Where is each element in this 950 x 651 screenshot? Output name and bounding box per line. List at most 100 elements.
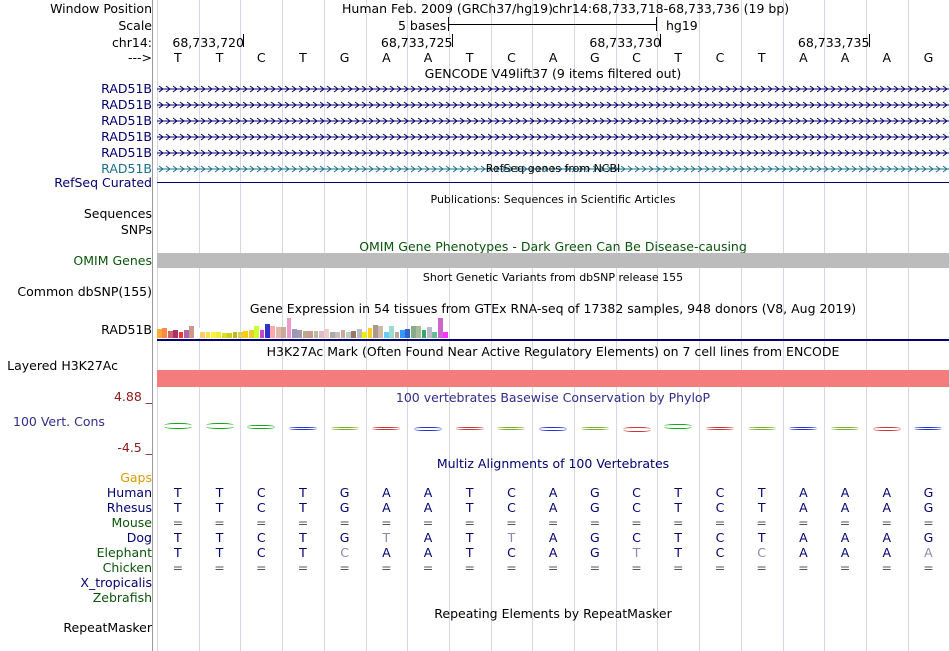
phylop-score-mark[interactable]: [539, 427, 568, 431]
gtex-tissue-bar[interactable]: [340, 330, 346, 338]
publications-title[interactable]: Publications: Sequences in Scientific Ar…: [430, 193, 676, 206]
gtex-tissue-bar[interactable]: [313, 331, 319, 338]
phylop-score-mark[interactable]: [580, 427, 609, 430]
gtex-tissue-bar[interactable]: [292, 329, 297, 338]
gtex-tissue-bar[interactable]: [167, 331, 173, 338]
gtex-tissue-bar[interactable]: [173, 330, 178, 338]
gencode-title[interactable]: GENCODE V49lift37 (9 items filtered out): [424, 66, 682, 81]
phylop-score-mark[interactable]: [330, 427, 359, 430]
gtex-tissue-bar[interactable]: [400, 330, 405, 338]
gtex-tissue-bar[interactable]: [394, 332, 400, 338]
phylop-score-mark[interactable]: [247, 425, 276, 429]
multiz-species-label[interactable]: Rhesus: [106, 500, 152, 515]
gtex-tissue-bar[interactable]: [248, 330, 254, 338]
multiz-species-label[interactable]: Mouse: [111, 515, 152, 530]
gtex-tissue-bar[interactable]: [243, 331, 249, 338]
gtex-tissue-bar[interactable]: [194, 328, 200, 338]
gtex-tissue-bar[interactable]: [362, 332, 367, 338]
gtex-tissue-bar[interactable]: [302, 331, 308, 338]
gtex-tissue-bar[interactable]: [329, 332, 335, 338]
phylop-score-mark[interactable]: [163, 423, 192, 429]
phylop-score-mark[interactable]: [622, 427, 651, 432]
gencode-gene-label[interactable]: RAD51B: [101, 81, 152, 96]
refseq-title[interactable]: RefSeq genes from NCBI: [485, 162, 621, 175]
phylop-score-mark[interactable]: [205, 423, 234, 429]
gencode-gene-label[interactable]: RAD51B: [101, 129, 152, 144]
repeatmasker-title[interactable]: Repeating Elements by RepeatMasker: [434, 606, 672, 621]
gtex-tissue-bar[interactable]: [437, 318, 443, 338]
multiz-species-label[interactable]: Zebrafish: [92, 590, 152, 605]
phylop-score-mark[interactable]: [372, 427, 401, 430]
gtex-tissue-bar[interactable]: [216, 332, 222, 338]
h3k27ac-label[interactable]: Layered H3K27Ac: [7, 358, 118, 373]
gencode-gene-label[interactable]: RAD51B: [101, 97, 152, 112]
phylop-score-mark[interactable]: [497, 427, 526, 430]
gtex-tissue-bar[interactable]: [275, 327, 281, 338]
gtex-tissue-bar[interactable]: [297, 330, 303, 338]
snps-label[interactable]: SNPs: [120, 222, 152, 237]
gencode-gene-label[interactable]: RAD51B: [101, 161, 152, 176]
multiz-species-label[interactable]: Elephant: [96, 545, 152, 560]
phylop-score-mark[interactable]: [914, 427, 943, 430]
phylop-score-mark[interactable]: [414, 427, 443, 431]
gtex-tissue-bar[interactable]: [346, 332, 351, 338]
gtex-tissue-bar[interactable]: [421, 330, 427, 338]
phylop-score-mark[interactable]: [664, 424, 693, 429]
gencode-gene-line[interactable]: [157, 131, 949, 143]
gencode-gene-label[interactable]: RAD51B: [101, 145, 152, 160]
gtex-title[interactable]: Gene Expression in 54 tissues from GTEx …: [249, 301, 857, 316]
gtex-tissue-bar[interactable]: [335, 332, 340, 338]
phylop-score-mark[interactable]: [789, 427, 818, 430]
gtex-tissue-bar[interactable]: [427, 327, 432, 338]
gencode-gene-line[interactable]: [157, 99, 949, 111]
refseq-gene-line[interactable]: [157, 182, 949, 183]
gtex-tissue-bar[interactable]: [367, 328, 373, 338]
gtex-label[interactable]: RAD51B: [101, 322, 152, 337]
phylop-score-mark[interactable]: [831, 427, 860, 430]
h3k27ac-signal[interactable]: [157, 370, 949, 387]
gencode-gene-line[interactable]: [157, 147, 949, 159]
gtex-tissue-bar[interactable]: [410, 326, 416, 338]
gtex-tissue-bar[interactable]: [259, 330, 265, 338]
gtex-tissue-bar[interactable]: [308, 331, 313, 338]
multiz-species-label[interactable]: X_tropicalis: [80, 575, 152, 590]
omim-bar[interactable]: [157, 253, 949, 268]
gencode-gene-label[interactable]: RAD51B: [101, 113, 152, 128]
gencode-gene-line[interactable]: [157, 83, 949, 95]
gtex-tissue-bar[interactable]: [319, 331, 324, 338]
omim-label[interactable]: OMIM Genes: [73, 253, 152, 268]
gtex-tissue-bar[interactable]: [162, 328, 168, 338]
gtex-tissue-bar[interactable]: [178, 332, 184, 338]
gtex-tissue-bar[interactable]: [373, 325, 378, 338]
phylop-score-mark[interactable]: [705, 427, 734, 430]
gtex-tissue-bar[interactable]: [200, 332, 205, 338]
gtex-tissue-bar[interactable]: [211, 332, 216, 338]
gtex-tissue-bar[interactable]: [356, 329, 362, 338]
gtex-tissue-bar[interactable]: [221, 333, 227, 338]
gtex-tissue-bar[interactable]: [416, 326, 421, 338]
gtex-tissue-bar[interactable]: [265, 324, 270, 338]
refseq-label[interactable]: RefSeq Curated: [54, 175, 152, 190]
gtex-tissue-bar[interactable]: [227, 333, 232, 338]
gtex-tissue-bar[interactable]: [378, 326, 384, 338]
gtex-tissue-bar[interactable]: [324, 329, 330, 338]
gtex-tissue-bar[interactable]: [443, 332, 448, 338]
gencode-gene-line[interactable]: [157, 115, 949, 127]
gtex-tissue-bar[interactable]: [157, 329, 162, 338]
multiz-species-label[interactable]: Dog: [126, 530, 152, 545]
phylop-label[interactable]: 100 Vert. Cons: [13, 414, 105, 429]
gtex-tissue-bar[interactable]: [270, 326, 276, 338]
gtex-tissue-bar[interactable]: [254, 326, 259, 338]
multiz-species-label[interactable]: Human: [106, 485, 152, 500]
repeatmasker-label[interactable]: RepeatMasker: [63, 620, 152, 635]
gtex-tissue-bar[interactable]: [189, 326, 195, 338]
gtex-tissue-bar[interactable]: [351, 331, 357, 338]
gtex-tissue-bar[interactable]: [286, 318, 292, 338]
gtex-tissue-bar[interactable]: [432, 332, 438, 338]
dbsnp-label[interactable]: Common dbSNP(155): [17, 284, 152, 299]
phylop-score-mark[interactable]: [455, 427, 484, 430]
omim-title[interactable]: OMIM Gene Phenotypes - Dark Green Can Be…: [359, 239, 747, 254]
gtex-tissue-bar[interactable]: [205, 332, 211, 338]
gtex-tissue-bar[interactable]: [405, 329, 411, 338]
multiz-title[interactable]: Multiz Alignments of 100 Vertebrates: [436, 456, 670, 471]
